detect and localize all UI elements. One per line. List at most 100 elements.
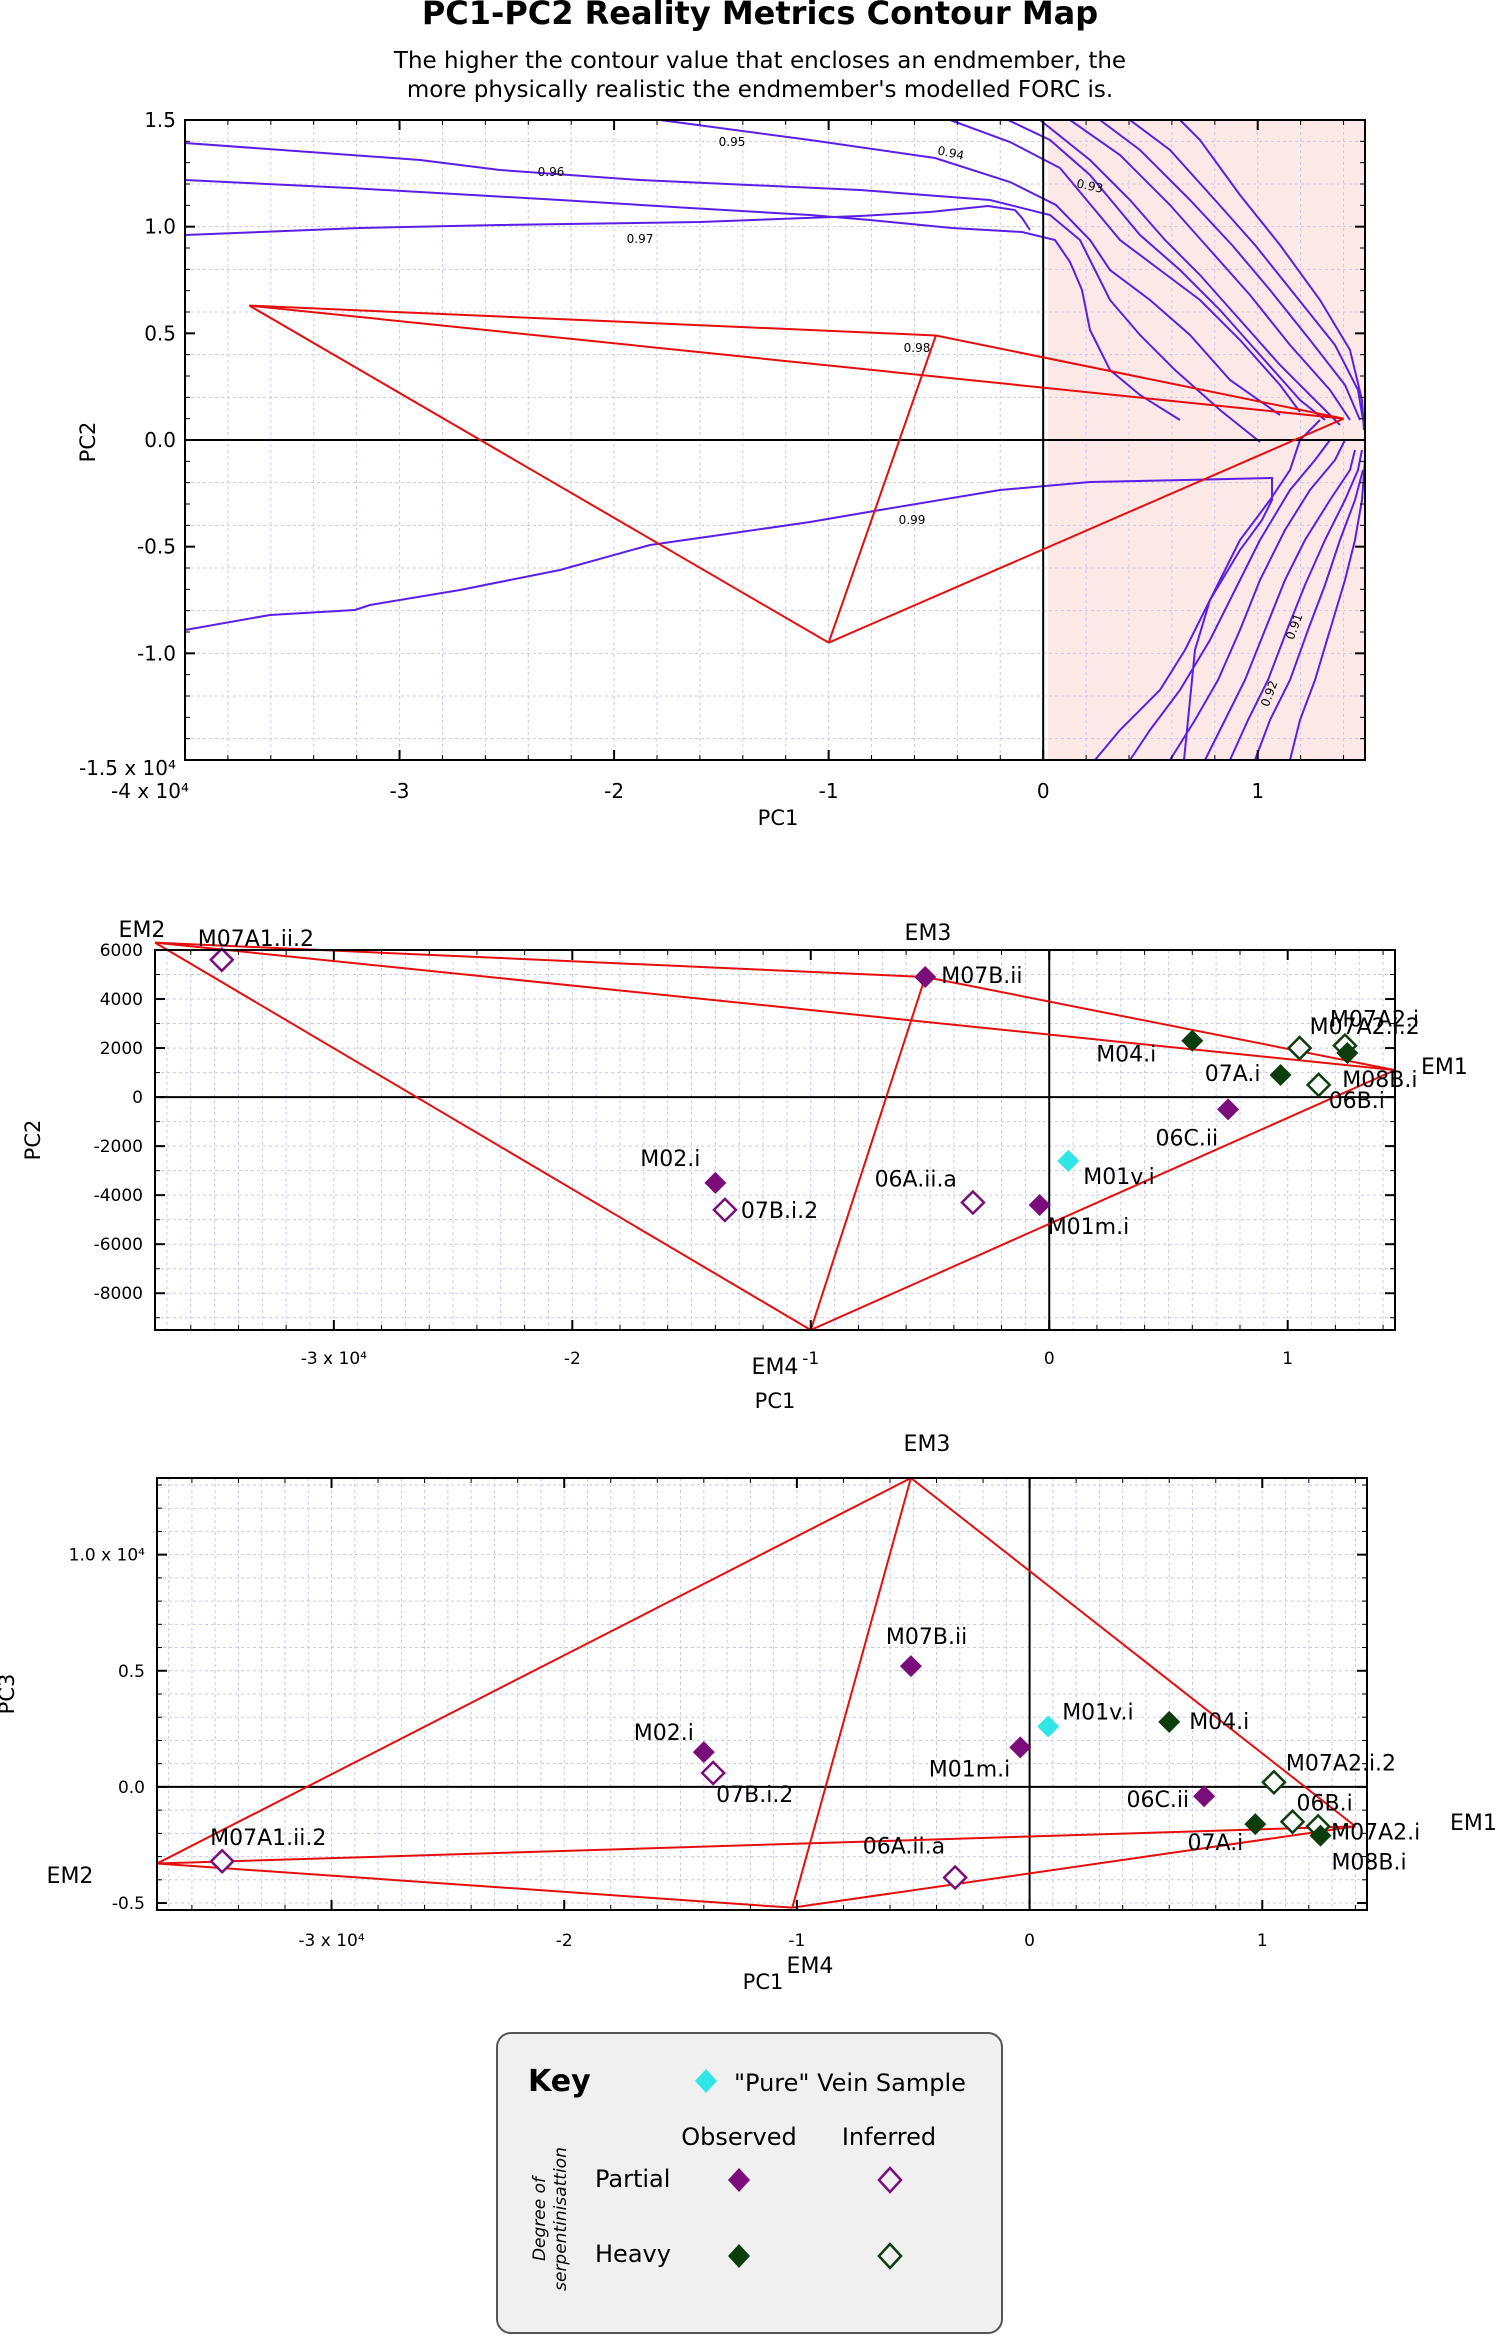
heavy-observed-marker <box>1244 1813 1267 1836</box>
heavy-observed-marker <box>1309 1824 1332 1847</box>
endmember-label: EM1 <box>1450 1811 1497 1836</box>
tick-labels: -3 x 10⁴ -2 -1 0 1 -8000 -6000 -4000 -2000 0 2000 4… <box>94 941 1294 1369</box>
heavy-observed-marker <box>1269 1064 1292 1087</box>
contour-level-label: 0.95 <box>719 135 746 149</box>
contour-line <box>659 119 1281 416</box>
polygon-edge-em2-em3 <box>249 304 936 337</box>
y-tick-label: 6000 <box>100 941 143 961</box>
point-label: 06B.i <box>1329 1089 1385 1114</box>
partial-observed-marker <box>1193 1785 1216 1808</box>
contour-level-label: 0.99 <box>899 513 926 527</box>
point-label: M07A2.i <box>1330 1008 1419 1033</box>
key-partial-label: Partial <box>595 2165 670 2193</box>
contour-line <box>949 119 1301 413</box>
tick-marks <box>184 119 1365 761</box>
contour-level-label: 0.93 <box>1075 176 1104 195</box>
point-label: M07A2.i <box>1331 1820 1420 1845</box>
y-axis-label: PC2 <box>21 1120 45 1161</box>
x-tick-label: 1 <box>1257 1931 1268 1951</box>
y-tick-label: -8000 <box>94 1284 143 1304</box>
partial-observed-marker <box>1217 1098 1240 1121</box>
key-title: Key <box>528 2064 591 2099</box>
heavy-inferred-marker-icon <box>877 2242 903 2270</box>
polygon-edge-em2-em3 <box>156 1477 912 1865</box>
tick-marks <box>157 1478 1367 1910</box>
polygon-edge-em3-em4 <box>809 976 927 1331</box>
partial-observed-marker <box>1028 1193 1051 1216</box>
x-tick-label: -1 <box>802 1349 819 1369</box>
point-label: 06A.ii.a <box>875 1168 957 1193</box>
key-degree-line-2: serpentinisattion <box>551 2147 571 2291</box>
contour-level-label: 0.98 <box>904 341 931 355</box>
contour-line <box>1289 459 1366 761</box>
endmember-polygon <box>248 304 1344 644</box>
contour-line <box>1007 119 1326 421</box>
y-axis-label: PC3 <box>0 1674 19 1715</box>
zero-axes <box>185 120 1365 760</box>
endmember-label: EM4 <box>787 1954 834 1979</box>
legend-key: Key "Pure" Vein Sample Observed Inferred… <box>496 2032 1003 2334</box>
partial-observed-marker <box>704 1171 727 1194</box>
contour-level-label: 0.94 <box>936 143 965 162</box>
point-label: M01m.i <box>929 1757 1011 1782</box>
heavy-observed-marker <box>1181 1029 1204 1052</box>
point-label: M07B.ii <box>941 964 1022 989</box>
x-tick-label: 1 <box>1282 1349 1293 1369</box>
point-label: 06C.ii <box>1127 1788 1190 1813</box>
partial-inferred-marker <box>942 1864 968 1891</box>
x-axis-label: PC1 <box>743 1970 784 1994</box>
point-label: M07A2.i.2 <box>1286 1751 1396 1776</box>
polygon-edge-em3-em1 <box>935 334 1344 420</box>
endmember-polygon <box>156 1477 1356 1909</box>
page-title: PC1-PC2 Reality Metrics Contour Map <box>422 0 1098 32</box>
key-box <box>496 2032 1003 2334</box>
partial-observed-marker <box>692 1741 715 1764</box>
y-tick-label: 0.5 <box>144 321 176 345</box>
point-label: M01m.i <box>1048 1215 1130 1240</box>
y-tick-label: -2000 <box>94 1137 143 1157</box>
contour-line <box>184 179 1181 421</box>
plot-frame <box>154 949 1396 1331</box>
y-tick-label: 0.0 <box>144 428 176 452</box>
y-tick-label: 4000 <box>100 990 143 1010</box>
subtitle-line-2: more physically realistic the endmember'… <box>407 77 1113 103</box>
polygon-edge-em2-em4 <box>248 304 830 644</box>
point-label: 07A.i <box>1188 1831 1244 1856</box>
x-tick-label: -1 <box>788 1931 805 1951</box>
partial-inferred-marker <box>209 1848 235 1874</box>
x-tick-label: -3 x 10⁴ <box>298 1931 364 1951</box>
y-tick-label: 1.5 <box>144 108 176 132</box>
point-label: 07B.i.2 <box>716 1783 793 1808</box>
polygon-edge-em4-em1 <box>810 1069 1396 1331</box>
vein-observed-marker <box>1057 1149 1080 1172</box>
y-tick-label: -1.0 <box>137 641 176 665</box>
x-tick-label: -2 <box>564 1349 581 1369</box>
partial-inferred-marker <box>960 1189 986 1216</box>
point-label: M01v.i <box>1083 1165 1154 1190</box>
contour-line <box>1254 469 1364 761</box>
vein-marker-icon <box>695 2069 717 2093</box>
polygon-edge-em3-em4 <box>827 335 937 643</box>
contour-level-label: 0.96 <box>538 165 565 179</box>
key-vein-label: "Pure" Vein Sample <box>734 2069 966 2097</box>
contour-line <box>1179 119 1365 431</box>
y-tick-label: 2000 <box>100 1039 143 1059</box>
polygon-edge-em3-em1 <box>925 975 1396 1072</box>
heavy-inferred-marker <box>1286 1035 1313 1061</box>
partial-observed-marker <box>1009 1736 1032 1759</box>
point-label: M04.i <box>1189 1710 1249 1735</box>
partial-inferred-marker <box>700 1760 726 1786</box>
x-tick-label: -2 <box>604 779 624 803</box>
polygon-edge-em4-em1 <box>828 417 1344 644</box>
contour-line <box>1129 439 1331 761</box>
point-label: M02.i <box>640 1147 700 1172</box>
endmember-label: EM3 <box>905 921 952 946</box>
y-tick-label: 1.0 x 10⁴ <box>69 1546 146 1566</box>
y-tick-label: 0 <box>132 1088 143 1108</box>
x-tick-label: -3 x 10⁴ <box>301 1349 367 1369</box>
partial-observed-marker <box>899 1655 922 1678</box>
key-observed-header: Observed <box>681 2123 796 2151</box>
partial-inferred-marker-icon <box>877 2166 903 2194</box>
